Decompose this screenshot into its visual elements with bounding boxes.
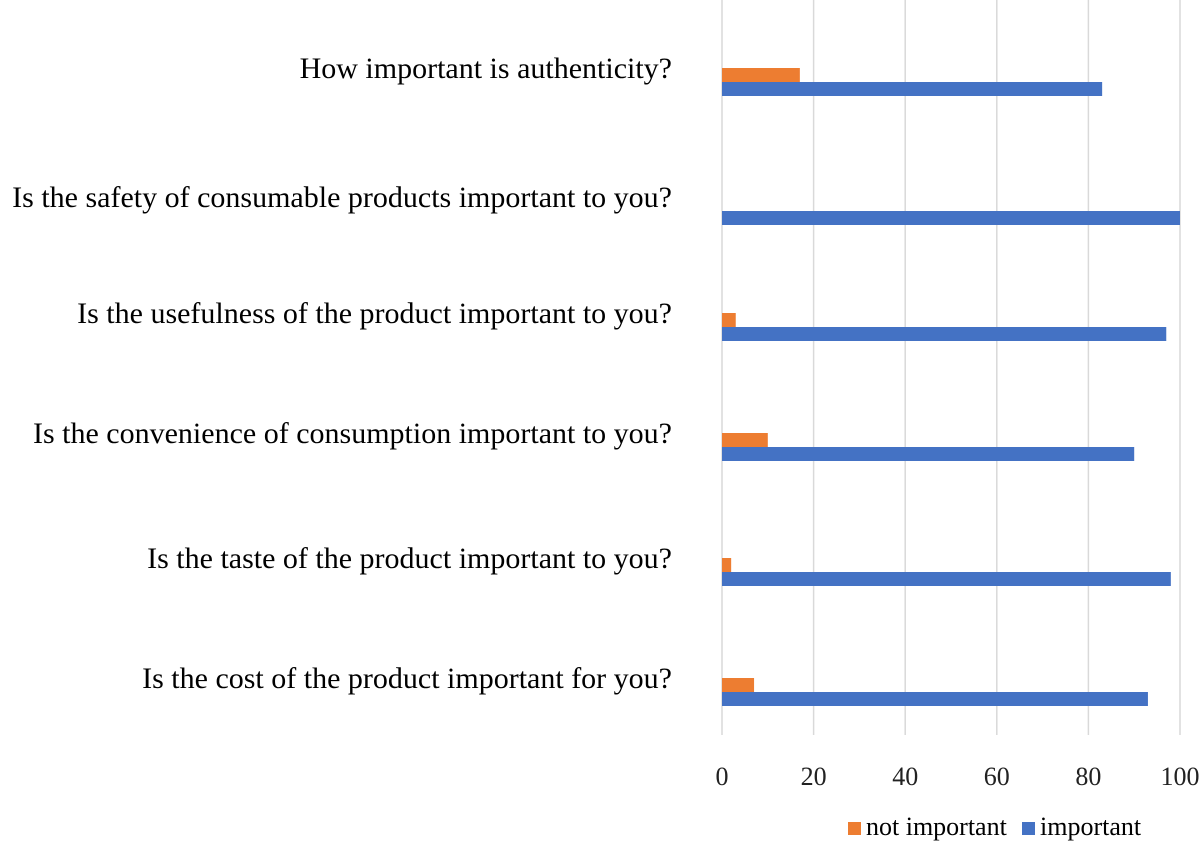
- x-tick-label-0: 0: [716, 762, 729, 791]
- category-label-4: Is the convenience of consumption import…: [33, 417, 672, 450]
- legend-swatch-important: [1022, 822, 1035, 835]
- bar-not-important-5: [722, 558, 732, 572]
- x-tick-label-100: 100: [1161, 762, 1200, 791]
- bars: [722, 68, 1180, 706]
- x-tick-label-60: 60: [984, 762, 1010, 791]
- legend: not important important: [848, 812, 1142, 841]
- bar-not-important-3: [722, 313, 736, 327]
- category-label-6: Is the cost of the product important for…: [142, 662, 672, 695]
- x-tick-label-20: 20: [801, 762, 827, 791]
- bar-not-important-6: [722, 678, 755, 692]
- category-labels: How important is authenticity? Is the saf…: [12, 52, 672, 695]
- bar-important-5: [722, 572, 1171, 586]
- category-label-1: How important is authenticity?: [300, 52, 672, 85]
- x-tick-label-80: 80: [1075, 762, 1101, 791]
- category-label-3: Is the usefulness of the product importa…: [77, 297, 672, 330]
- bar-important-6: [722, 692, 1148, 706]
- bar-important-2: [722, 211, 1180, 225]
- bar-important-4: [722, 447, 1135, 461]
- bar-not-important-1: [722, 68, 800, 82]
- category-label-5: Is the taste of the product important to…: [147, 542, 672, 575]
- x-tick-label-40: 40: [892, 762, 918, 791]
- legend-label-important: important: [1040, 812, 1142, 841]
- bar-not-important-4: [722, 433, 768, 447]
- category-label-2: Is the safety of consumable products imp…: [12, 181, 672, 214]
- bar-important-1: [722, 82, 1103, 96]
- x-axis-ticks: 0 20 40 60 80 100: [716, 762, 1200, 791]
- legend-swatch-not-important: [848, 822, 861, 835]
- bar-important-3: [722, 327, 1167, 341]
- gridlines: [721, 0, 1181, 735]
- legend-label-not-important: not important: [866, 812, 1008, 841]
